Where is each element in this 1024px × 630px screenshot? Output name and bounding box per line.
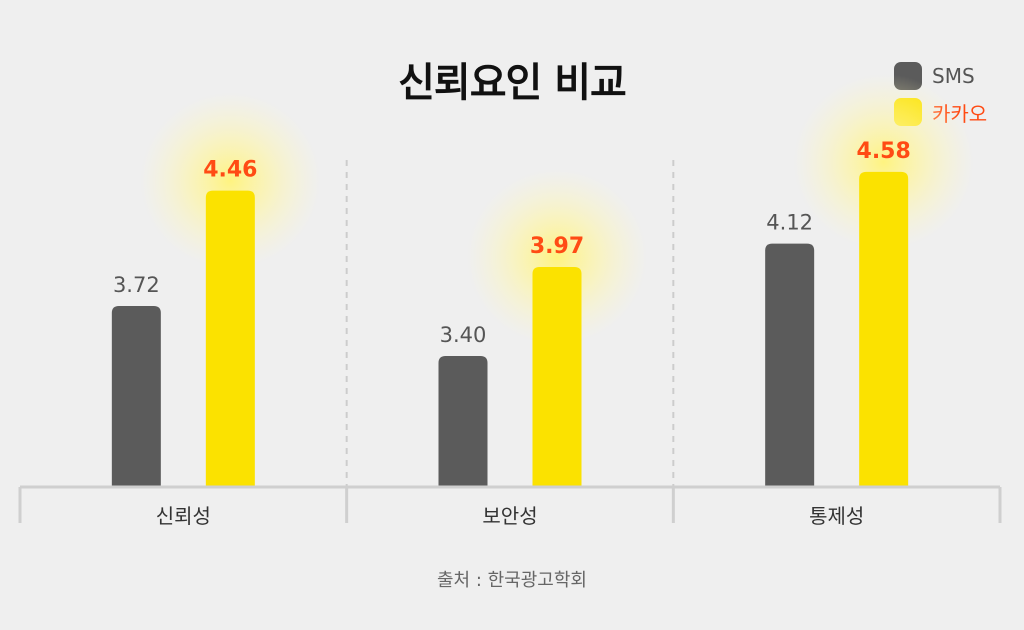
value-label-kakao: 3.97 <box>530 234 584 259</box>
highlight-glow <box>793 73 974 250</box>
legend-label-sms: SMS <box>932 64 975 88</box>
value-label-sms: 3.40 <box>440 323 487 347</box>
bar-kakao-1 <box>532 267 582 487</box>
category-label: 통제성 <box>809 504 864 528</box>
bar-kakao-2 <box>859 171 909 487</box>
highlight-glow <box>467 169 647 346</box>
value-label-sms: 4.12 <box>766 211 813 235</box>
bar-sms-2 <box>765 243 815 487</box>
category-label: 보안성 <box>482 504 537 528</box>
value-label-sms: 3.72 <box>113 273 160 297</box>
bar-kakao-0 <box>205 190 255 487</box>
bar-sms-0 <box>111 306 161 487</box>
bar-sms-1 <box>438 355 488 487</box>
category-label: 신뢰성 <box>156 504 211 528</box>
source-note: 출처 : 한국광고학회 <box>437 570 587 591</box>
highlight-glow <box>140 92 321 269</box>
value-label-kakao: 4.46 <box>203 158 257 183</box>
legend-item-sms: SMS <box>894 58 987 94</box>
chart-title: 신뢰요인 비교 <box>398 60 627 106</box>
value-label-kakao: 4.58 <box>857 139 911 164</box>
